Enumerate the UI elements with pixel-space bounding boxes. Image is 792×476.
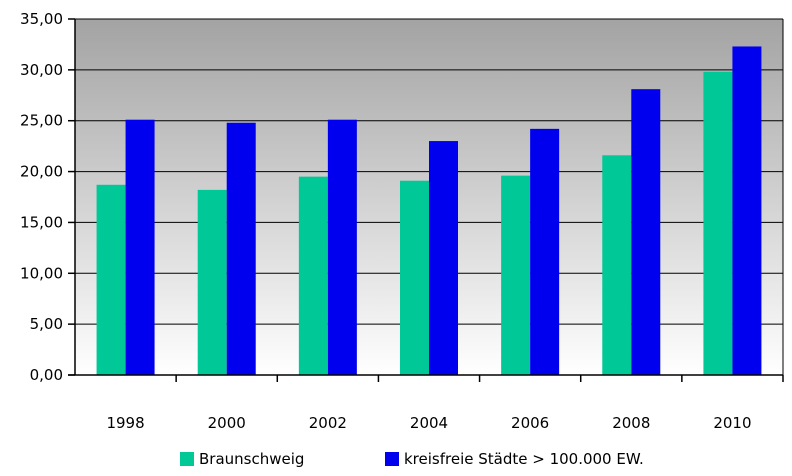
legend-label-1: kreisfreie Städte > 100.000 EW. — [404, 450, 644, 468]
y-tick-label-4: 20,00 — [20, 163, 63, 181]
legend-label-0: Braunschweig — [199, 450, 304, 468]
bar-series0-2010 — [703, 71, 733, 376]
axes — [68, 18, 784, 382]
y-tick-label-2: 10,00 — [20, 264, 63, 282]
x-tick-label-2004: 2004 — [410, 414, 448, 432]
x-tick-label-2006: 2006 — [511, 414, 549, 432]
bar-series0-1998 — [96, 184, 126, 375]
legend: Braunschweig kreisfreie Städte > 100.000 … — [180, 450, 644, 468]
y-tick-label-3: 15,00 — [20, 213, 63, 231]
legend-swatch-0 — [180, 452, 194, 466]
bars — [96, 46, 762, 376]
y-tick-label-1: 5,00 — [30, 315, 63, 333]
bar-series1-2004 — [429, 141, 458, 375]
bar-series0-2002 — [298, 176, 328, 375]
bar-series1-2002 — [327, 119, 357, 375]
legend-swatch-1 — [385, 452, 399, 466]
x-tick-label-2002: 2002 — [309, 414, 347, 432]
bar-series1-2010 — [732, 46, 762, 375]
x-tick-label-2000: 2000 — [208, 414, 246, 432]
y-tick-label-0: 0,00 — [30, 366, 63, 384]
y-tick-label-5: 25,00 — [20, 112, 63, 130]
bar-series1-2000 — [226, 122, 256, 376]
x-tick-label-2010: 2010 — [713, 414, 751, 432]
bar-series1-2008 — [631, 89, 661, 375]
y-tick-labels: 0,00 5,00 10,00 15,00 20,00 25,00 30,00 35,00 — [20, 10, 63, 384]
bar-series0-2006 — [501, 175, 531, 375]
bar-series1-2006 — [530, 128, 560, 375]
x-tick-label-1998: 1998 — [106, 414, 144, 432]
x-tick-label-2008: 2008 — [612, 414, 650, 432]
x-tick-labels: 1998 2000 2002 2004 2006 2008 2010 — [106, 414, 751, 432]
y-tick-label-7: 35,00 — [20, 10, 63, 28]
bar-series0-2004 — [400, 180, 429, 375]
bar-series1-1998 — [125, 119, 155, 375]
bar-series0-2008 — [602, 155, 632, 375]
bar-series0-2000 — [197, 189, 227, 375]
y-tick-label-6: 30,00 — [20, 61, 63, 79]
